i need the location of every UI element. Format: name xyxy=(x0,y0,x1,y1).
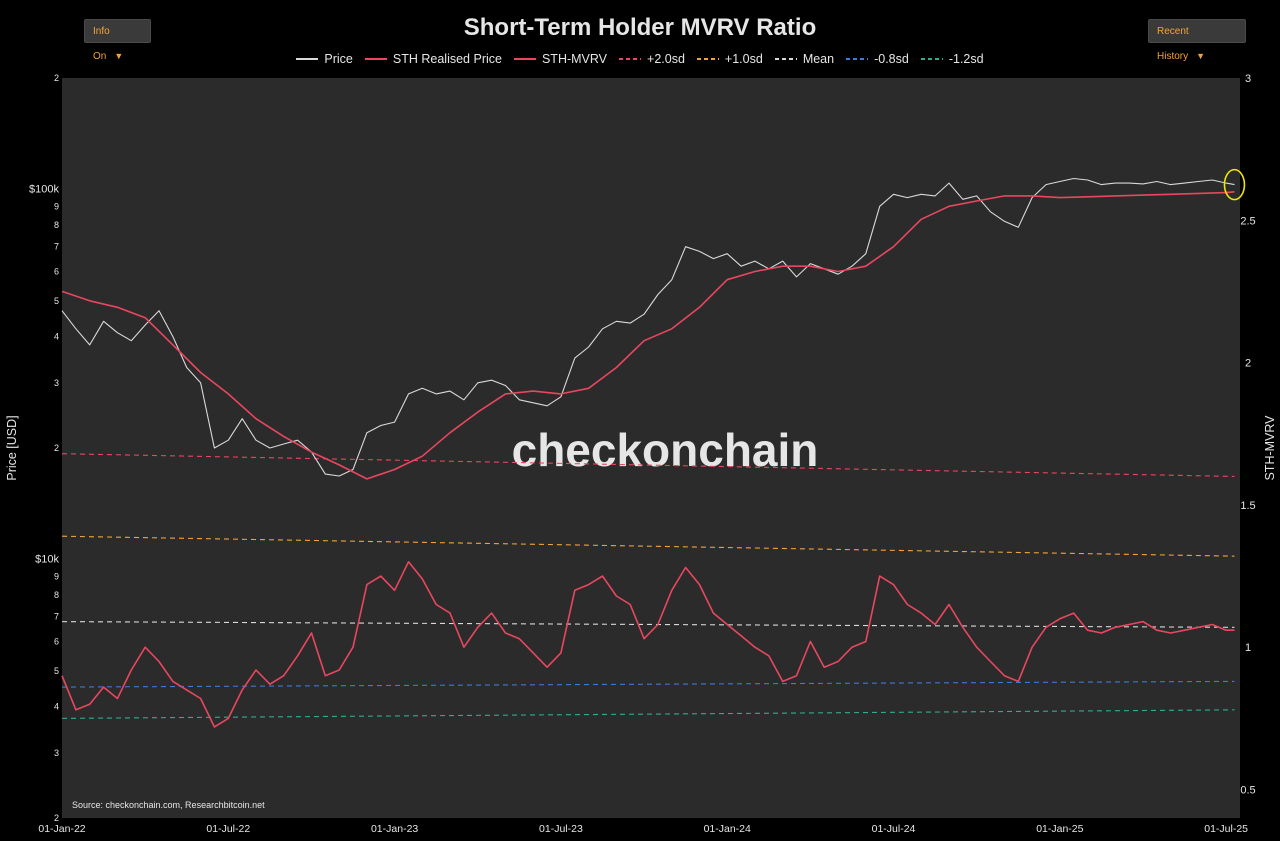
chart-title: Short-Term Holder MVRV Ratio xyxy=(463,14,817,41)
y-left-tick-label: 5 xyxy=(54,666,59,676)
highlight-circle xyxy=(1223,168,1246,201)
x-tick-label: 01-Jan-25 xyxy=(1036,823,1083,835)
y-left-tick-label: 2 xyxy=(54,813,59,823)
y-left-tick-label: 7 xyxy=(54,242,59,252)
legend-swatch-icon xyxy=(696,58,719,60)
recent-history-button[interactable]: Recent History ▼ xyxy=(1148,19,1246,62)
x-tick-label: 01-Jul-24 xyxy=(872,823,916,835)
y-left-tick-label: 2 xyxy=(54,73,59,83)
legend-item[interactable]: STH-MVRV xyxy=(513,52,608,66)
legend-label: -1.2sd xyxy=(948,52,984,66)
legend-item[interactable]: +2.0sd xyxy=(619,52,685,66)
x-tick-label: 01-Jul-22 xyxy=(206,823,250,835)
y-left-tick-label: 3 xyxy=(54,378,59,388)
y-left-tick-label: 8 xyxy=(54,590,59,600)
y-left-tick-label: 4 xyxy=(54,332,59,342)
legend-swatch-icon xyxy=(846,58,869,60)
legend-swatch-icon xyxy=(296,58,319,60)
y-left-tick-label: 5 xyxy=(54,296,59,306)
dropdown-arrow-icon: ▼ xyxy=(114,51,124,61)
y-left-tick-label: 9 xyxy=(54,571,59,581)
y-left-tick-label: 7 xyxy=(54,612,59,622)
x-tick-label: 01-Jan-24 xyxy=(704,823,751,835)
y-left-axis-label: Price [USD] xyxy=(5,415,19,480)
legend-label: Price xyxy=(324,52,353,66)
y-right-tick-label: 0.5 xyxy=(1240,785,1255,797)
dropdown-arrow-icon: ▼ xyxy=(1196,51,1206,61)
y-left-tick-label: $100k xyxy=(29,183,59,195)
legend-label: STH Realised Price xyxy=(392,52,502,66)
y-right-tick-label: 1.5 xyxy=(1240,500,1255,512)
series-line xyxy=(61,191,1235,480)
x-tick-label: 01-Jul-23 xyxy=(539,823,583,835)
legend-item[interactable]: Mean xyxy=(774,52,835,66)
band-line xyxy=(61,709,1235,719)
chart-legend[interactable]: Price STH Realised Price STH-MVRV +2.0sd +1.… xyxy=(0,52,1280,66)
legend-label: STH-MVRV xyxy=(541,52,608,66)
y-left-tick-label: 9 xyxy=(54,201,59,211)
y-left-tick-label: 3 xyxy=(54,748,59,758)
x-tick-label: 01-Jan-22 xyxy=(38,823,85,835)
legend-item[interactable]: Price xyxy=(296,52,353,66)
y-right-tick-label: 3 xyxy=(1245,73,1251,85)
y-left-tick-label: 6 xyxy=(54,636,59,646)
legend-item[interactable]: STH Realised Price xyxy=(364,52,502,66)
legend-item[interactable]: +1.0sd xyxy=(696,52,763,66)
legend-label: +2.0sd xyxy=(647,52,685,66)
y-right-tick-label: 1 xyxy=(1245,642,1251,654)
info-toggle-label: Info On xyxy=(93,26,110,62)
legend-swatch-icon xyxy=(920,58,943,60)
y-left-tick-label: $10k xyxy=(35,553,59,565)
legend-item[interactable]: -0.8sd xyxy=(846,52,909,66)
band-line xyxy=(61,453,1235,478)
watermark-text: checkonchain xyxy=(512,424,819,476)
legend-item[interactable]: -1.2sd xyxy=(920,52,984,66)
band-line xyxy=(61,535,1235,557)
y-right-axis-label: STH-MVRV xyxy=(1263,415,1277,481)
x-tick-label: 01-Jan-23 xyxy=(371,823,418,835)
y-right-tick-label: 2.5 xyxy=(1240,215,1255,227)
y-left-tick-label: 8 xyxy=(54,220,59,230)
band-line xyxy=(61,621,1235,628)
legend-label: -0.8sd xyxy=(874,52,909,66)
y-left-tick-label: 4 xyxy=(54,702,59,712)
band-line xyxy=(61,680,1235,688)
legend-swatch-icon xyxy=(774,58,797,60)
y-left-tick-label: 6 xyxy=(54,266,59,276)
series-line xyxy=(61,177,1235,477)
y-right-tick-label: 2 xyxy=(1245,358,1251,370)
x-tick-label: 01-Jul-25 xyxy=(1204,823,1248,835)
legend-swatch-icon xyxy=(513,58,536,60)
legend-label: +1.0sd xyxy=(724,52,763,66)
y-left-tick-label: 2 xyxy=(54,443,59,453)
source-text: Source: checkonchain.com, Researchbitcoi… xyxy=(72,800,265,810)
plot-area xyxy=(62,78,1240,818)
legend-swatch-icon xyxy=(619,58,642,60)
series-line xyxy=(61,560,1235,728)
recent-history-label: Recent History xyxy=(1157,26,1189,62)
legend-label: Mean xyxy=(802,52,835,66)
legend-swatch-icon xyxy=(364,58,387,60)
info-toggle-button[interactable]: Info On ▼ xyxy=(84,19,151,62)
